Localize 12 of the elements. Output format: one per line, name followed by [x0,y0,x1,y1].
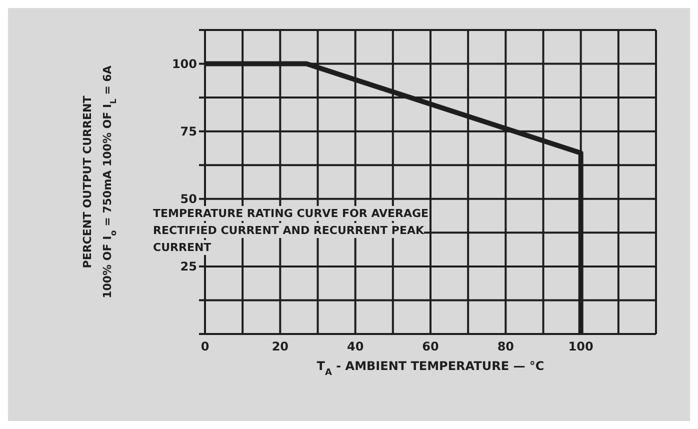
x-tick-label: 0 [200,340,210,354]
x-tick-label: 80 [497,340,514,354]
y-tick-label: 50 [180,192,197,206]
x-tick-label: 20 [272,340,289,354]
x-tick-label: 60 [422,340,439,354]
x-axis-title: T$_{A}$ - AMBIENT TEMPERATURE — °C [316,359,544,378]
annotation: TEMPERATURE RATING CURVE FOR AVERAGE RECTIFIED CURRENT AND RECURRENT PEAK CURRENT [153,206,429,255]
y-tick-label: 25 [180,260,197,274]
x-tick-label: 40 [346,340,364,354]
y-tick-label: 100 [172,57,197,72]
x-tick-label: 100 [568,340,594,354]
y-tick-label: 75 [180,124,197,139]
